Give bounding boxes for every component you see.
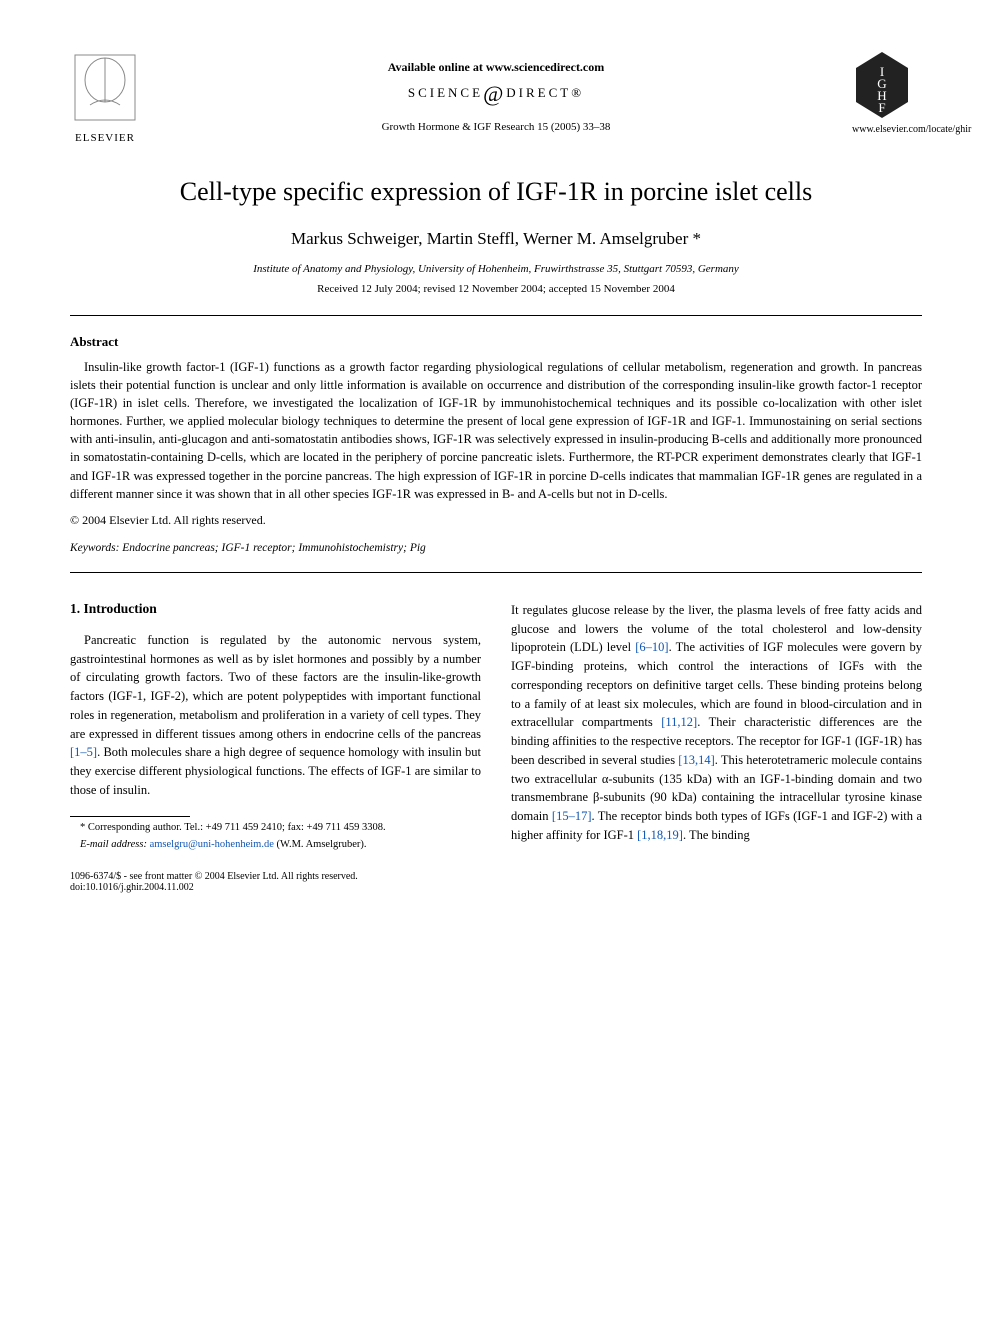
sciencedirect-logo: SCIENCE@DIRECT®: [140, 81, 852, 107]
footnote-corresponding: * Corresponding author. Tel.: +49 711 45…: [70, 821, 481, 836]
journal-logo-block: IGHF www.elsevier.com/locate/ghir: [852, 50, 922, 135]
email-suffix: (W.M. Amselgruber).: [274, 839, 367, 850]
dates: Received 12 July 2004; revised 12 Novemb…: [70, 283, 922, 295]
elsevier-block: ELSEVIER: [70, 50, 140, 144]
elsevier-logo-icon: [70, 50, 140, 130]
ref-link-2[interactable]: [6–10]: [635, 640, 668, 654]
body-text-1a: Pancreatic function is regulated by the …: [70, 633, 481, 741]
ref-link-5[interactable]: [15–17]: [552, 809, 592, 823]
keywords-label: Keywords:: [70, 542, 119, 554]
keywords: Keywords: Endocrine pancreas; IGF-1 rece…: [70, 542, 922, 554]
ref-link-3[interactable]: [11,12]: [661, 715, 697, 729]
footnote-email: E-mail address: amselgru@uni-hohenheim.d…: [70, 838, 481, 853]
email-label: E-mail address:: [80, 839, 150, 850]
divider-bottom: [70, 572, 922, 573]
intro-paragraph-2: It regulates glucose release by the live…: [511, 601, 922, 845]
center-header: Available online at www.sciencedirect.co…: [140, 50, 852, 145]
footer-block: 1096-6374/$ - see front matter © 2004 El…: [70, 871, 481, 893]
abstract-copyright: © 2004 Elsevier Ltd. All rights reserved…: [70, 513, 922, 528]
affiliation: Institute of Anatomy and Physiology, Uni…: [70, 263, 922, 275]
footer-line-2: doi:10.1016/j.ghir.2004.11.002: [70, 882, 481, 893]
ref-link-4[interactable]: [13,14]: [678, 753, 714, 767]
footnote-rule: [70, 816, 190, 817]
ref-link-1[interactable]: [1–5]: [70, 745, 97, 759]
sd-suffix: DIRECT: [506, 85, 571, 100]
body-columns: 1. Introduction Pancreatic function is r…: [70, 601, 922, 893]
body-text-2f: . The binding: [683, 828, 750, 842]
sd-prefix: SCIENCE: [408, 85, 483, 100]
email-link[interactable]: amselgru@uni-hohenheim.de: [150, 839, 274, 850]
ghir-logo-icon: IGHF: [852, 50, 912, 120]
svg-text:F: F: [878, 100, 885, 115]
available-online-text: Available online at www.sciencedirect.co…: [140, 60, 852, 75]
authors: Markus Schweiger, Martin Steffl, Werner …: [70, 229, 922, 249]
elsevier-label: ELSEVIER: [70, 132, 140, 144]
intro-paragraph-1: Pancreatic function is regulated by the …: [70, 631, 481, 800]
footer-line-1: 1096-6374/$ - see front matter © 2004 El…: [70, 871, 481, 882]
journal-reference: Growth Hormone & IGF Research 15 (2005) …: [140, 121, 852, 133]
ref-link-6[interactable]: [1,18,19]: [637, 828, 683, 842]
column-right: It regulates glucose release by the live…: [511, 601, 922, 893]
body-text-1b: . Both molecules share a high degree of …: [70, 745, 481, 797]
abstract-heading: Abstract: [70, 334, 922, 350]
sd-reg-icon: ®: [571, 85, 584, 100]
article-title: Cell-type specific expression of IGF-1R …: [70, 175, 922, 209]
intro-heading: 1. Introduction: [70, 601, 481, 617]
journal-url: www.elsevier.com/locate/ghir: [852, 124, 922, 135]
sd-at-icon: @: [483, 81, 506, 106]
column-left: 1. Introduction Pancreatic function is r…: [70, 601, 481, 893]
abstract-text: Insulin-like growth factor-1 (IGF-1) fun…: [70, 358, 922, 503]
header-row: ELSEVIER Available online at www.science…: [70, 50, 922, 145]
keywords-text: Endocrine pancreas; IGF-1 receptor; Immu…: [119, 542, 425, 554]
divider-top: [70, 315, 922, 316]
